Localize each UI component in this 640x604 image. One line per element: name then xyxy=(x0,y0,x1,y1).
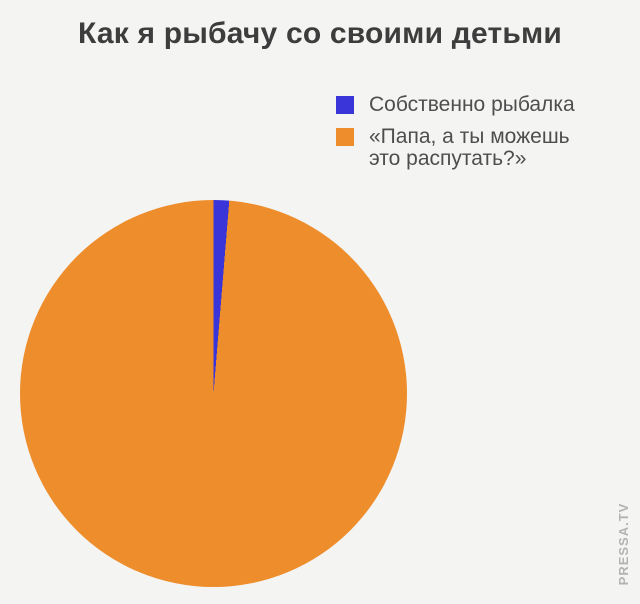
legend-swatch-orange-icon xyxy=(336,128,354,146)
legend-swatch-blue-icon xyxy=(336,96,354,114)
legend-item-untangle: «Папа, а ты можешь это распутать?» xyxy=(336,126,597,170)
legend-item-fishing: Собственно рыбалка xyxy=(336,94,597,116)
chart-title: Как я рыбачу со своими детьми xyxy=(77,17,563,50)
legend-label: «Папа, а ты можешь это распутать?» xyxy=(369,125,570,170)
legend-label: Собственно рыбалка xyxy=(369,93,575,116)
watermark: PRESSA.TV xyxy=(616,502,631,586)
pie-chart xyxy=(20,200,407,587)
chart-legend: Собственно рыбалка «Папа, а ты можешь эт… xyxy=(336,94,597,170)
